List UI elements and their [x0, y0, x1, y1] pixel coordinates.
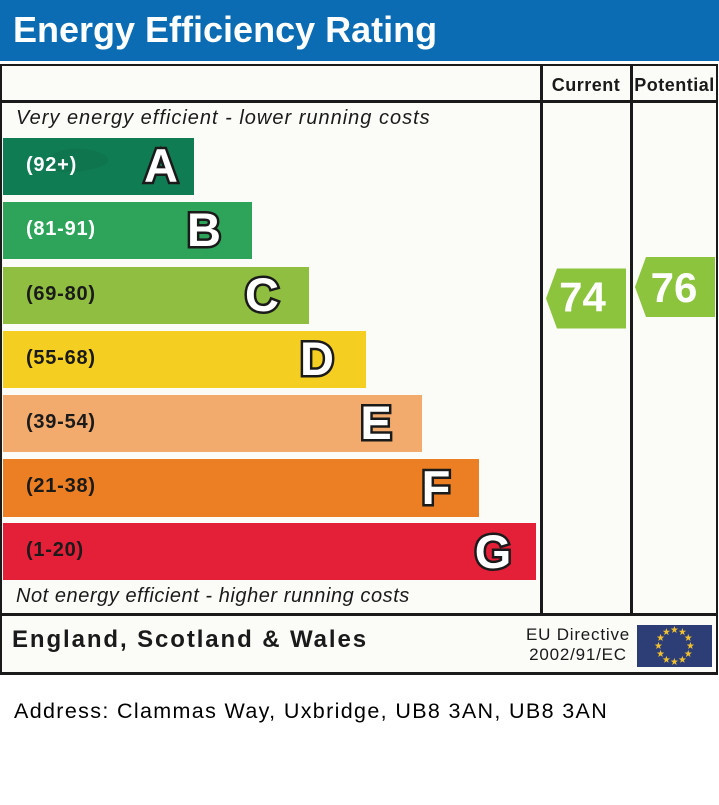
svg-text:A: A — [144, 139, 178, 192]
svg-text:D: D — [300, 332, 334, 385]
svg-text:74: 74 — [559, 274, 606, 321]
svg-text:C: C — [245, 268, 279, 321]
svg-text:B: B — [187, 203, 221, 256]
svg-text:G: G — [475, 525, 512, 578]
svg-text:F: F — [422, 461, 451, 514]
svg-text:76: 76 — [651, 264, 698, 311]
svg-text:E: E — [360, 396, 391, 449]
